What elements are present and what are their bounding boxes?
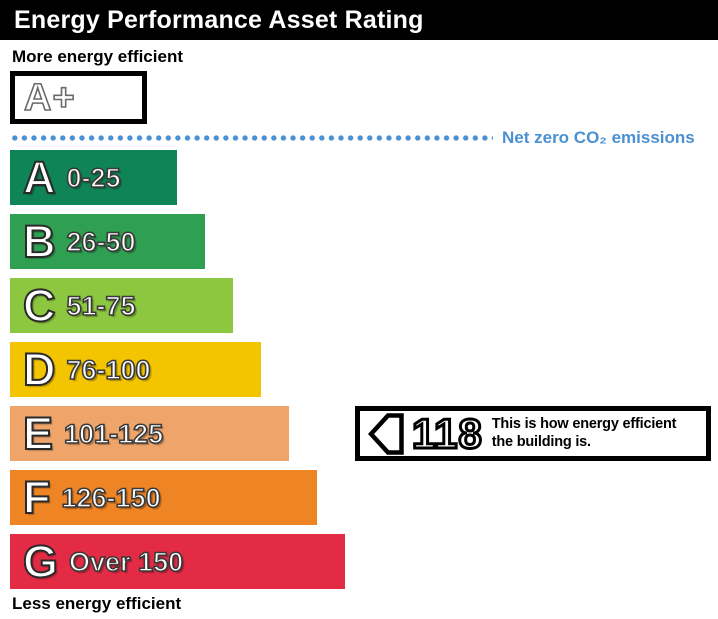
band-a: A 0-25: [10, 150, 177, 205]
rating-indicator: 118 This is how energy efficient the bui…: [355, 406, 711, 461]
page-title: Energy Performance Asset Rating: [14, 5, 424, 34]
rating-description: This is how energy efficient the buildin…: [492, 416, 677, 450]
band-c: C 51-75: [10, 278, 233, 333]
band-b: B 26-50: [10, 214, 205, 269]
band-f-range: 126-150: [61, 482, 162, 514]
band-c-range: 51-75: [66, 290, 137, 322]
band-f: F 126-150: [10, 470, 317, 525]
band-d-range: 76-100: [66, 354, 152, 386]
net-zero-row: Net zero CO₂ emissions: [10, 128, 710, 148]
band-b-range: 26-50: [66, 226, 137, 258]
a-plus-band-box: A+: [10, 71, 147, 124]
less-efficient-label: Less energy efficient: [12, 594, 182, 613]
band-c-letter: C: [22, 279, 56, 332]
rating-bands: A 0-25 B 26-50 C 51-75 D 76-100 E 101-12…: [10, 150, 345, 598]
band-e-letter: E: [22, 407, 54, 460]
band-b-letter: B: [22, 215, 56, 268]
band-g-letter: G: [22, 535, 59, 588]
rating-description-line1: This is how energy efficient: [491, 416, 677, 433]
a-plus-label: A+: [23, 76, 76, 119]
title-bar: Energy Performance Asset Rating: [0, 0, 718, 40]
band-a-letter: A: [22, 151, 56, 204]
rating-description-line2: the building is.: [491, 433, 591, 450]
band-e: E 101-125: [10, 406, 289, 461]
band-a-range: 0-25: [66, 162, 122, 194]
band-e-range: 101-125: [63, 418, 164, 450]
left-arrow-icon: [368, 412, 404, 455]
band-f-letter: F: [22, 471, 51, 524]
band-g-range: Over 150: [68, 546, 184, 578]
dotted-line: [10, 134, 493, 142]
band-d-letter: D: [22, 343, 56, 396]
net-zero-label: Net zero CO₂ emissions: [502, 128, 695, 147]
band-g: G Over 150: [10, 534, 345, 589]
band-d: D 76-100: [10, 342, 261, 397]
rating-value: 118: [411, 409, 484, 457]
more-efficient-label: More energy efficient: [12, 47, 183, 66]
